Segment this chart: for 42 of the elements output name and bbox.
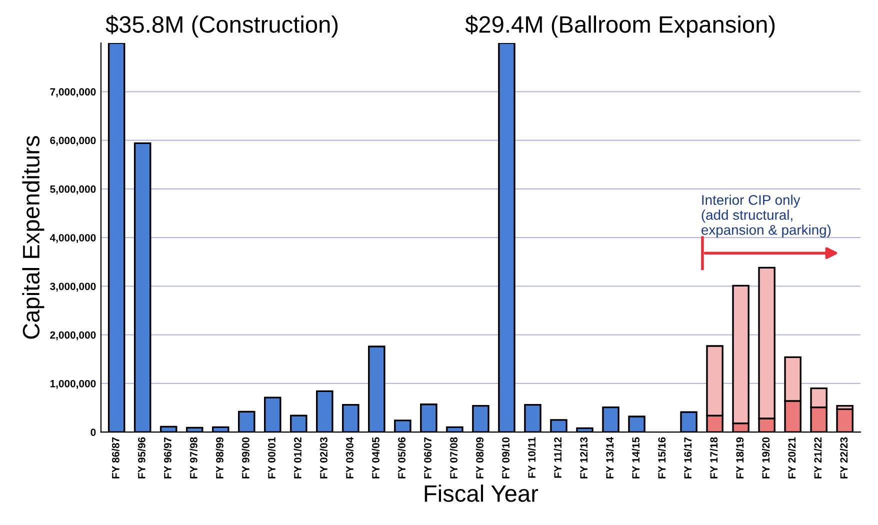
x-tick-label: FY 13/14 [606,436,614,478]
x-tick-label: FY 17/18 [710,437,718,478]
x-tick-label: FY 15/16 [658,437,666,478]
x-tick-label: FY 19/20 [762,437,770,478]
x-tick-label: FY 22/23 [840,437,848,478]
x-tick-label: FY 09/10 [502,437,510,478]
y-tick-label: 7,000,000 [50,88,96,98]
x-tick-label: FY 16/17 [684,437,692,478]
x-tick-label: FY 18/19 [736,437,744,478]
x-tick-label: FY 86/87 [112,437,120,478]
x-tick-label: FY 21/22 [814,437,822,478]
x-tick-label: FY 95/96 [138,437,146,478]
annotation: Interior CIP only (add structural, expansion & parking) [702,194,831,238]
y-tick-label: 0 [90,428,96,436]
x-tick-label: FY 96/97 [164,437,172,478]
y-tick-label: 2,000,000 [50,331,96,340]
x-tick-label: FY 10/11 [528,437,536,478]
y-tick-label: 3,000,000 [50,282,96,292]
x-tick-label: FY 06/07 [424,437,432,478]
y-tick-label: 5,000,000 [50,185,96,194]
x-tick-label: FY 97/98 [190,437,198,478]
x-tick-label: FY 02/03 [320,437,328,478]
x-tick-label: FY 98/99 [216,437,224,478]
x-tick-label: FY 12/13 [580,437,588,478]
x-tick-label: FY 99/00 [242,437,250,478]
x-tick-label: FY 05/06 [398,437,406,478]
x-tick-label: FY 08/09 [476,437,484,478]
x-tick-label: FY 04/05 [372,437,380,478]
y-axis-title: Capital Expenditurs [22,136,44,339]
annotation: $29.4M (Ballroom Expansion) [465,15,775,38]
x-tick-label: FY 11/12 [554,437,562,478]
x-tick-label: FY 01/02 [294,437,302,478]
y-tick-label: 1,000,000 [50,380,96,389]
x-tick-label: FY 07/08 [450,437,458,478]
y-tick-label: 6,000,000 [50,136,96,146]
y-tick-label: 4,000,000 [50,234,96,243]
x-tick-label: FY 00/01 [268,437,276,478]
x-tick-label: FY 14/15 [632,437,640,478]
annotation: $35.8M (Construction) [106,15,338,38]
x-tick-label: FY 20/21 [788,437,796,478]
x-axis-title: Fiscal Year [424,484,538,502]
x-tick-label: FY 03/04 [346,436,354,478]
